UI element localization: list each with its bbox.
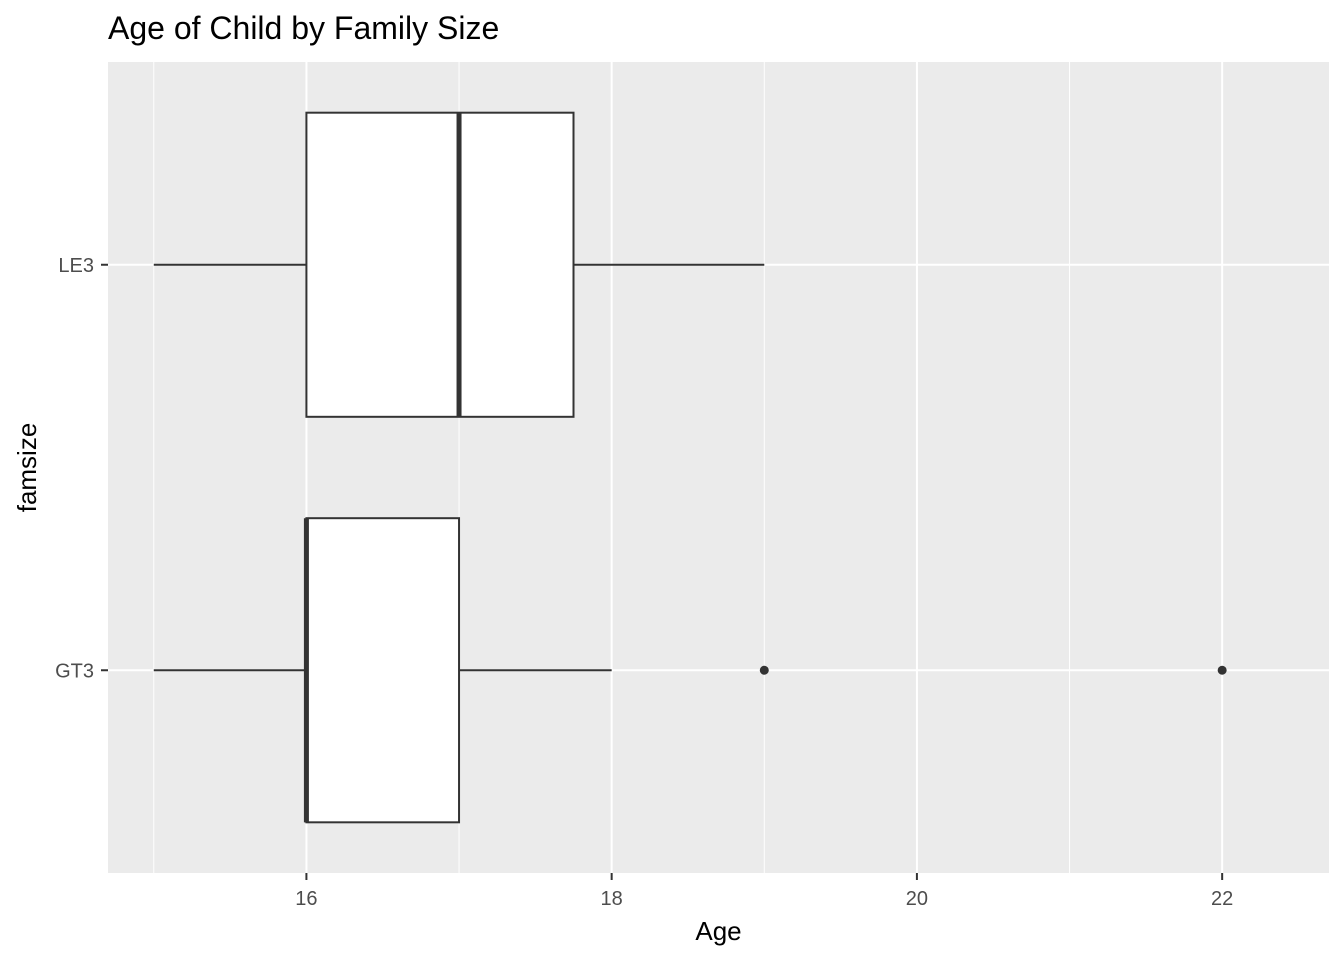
- x-tick-label: 22: [1211, 888, 1233, 910]
- y-tick-label: LE3: [58, 255, 94, 277]
- axes: 16 18 20 22 GT3 LE3: [55, 255, 1233, 910]
- box-layer: [153, 111, 1227, 824]
- box-LE3: [305, 111, 575, 418]
- outlier-point-GT3: [759, 665, 769, 675]
- y-tick-label: GT3: [55, 660, 94, 682]
- chart-title: Age of Child by Family Size: [108, 10, 500, 46]
- box-GT3: [305, 517, 461, 824]
- x-axis-title: Age: [695, 916, 741, 946]
- x-tick-label: 20: [906, 888, 928, 910]
- outlier-point-GT3: [1217, 665, 1227, 675]
- x-tick-label: 16: [295, 888, 317, 910]
- y-axis-title: famsize: [12, 423, 42, 513]
- x-tick-label: 18: [601, 888, 623, 910]
- plot-panel: [108, 62, 1329, 873]
